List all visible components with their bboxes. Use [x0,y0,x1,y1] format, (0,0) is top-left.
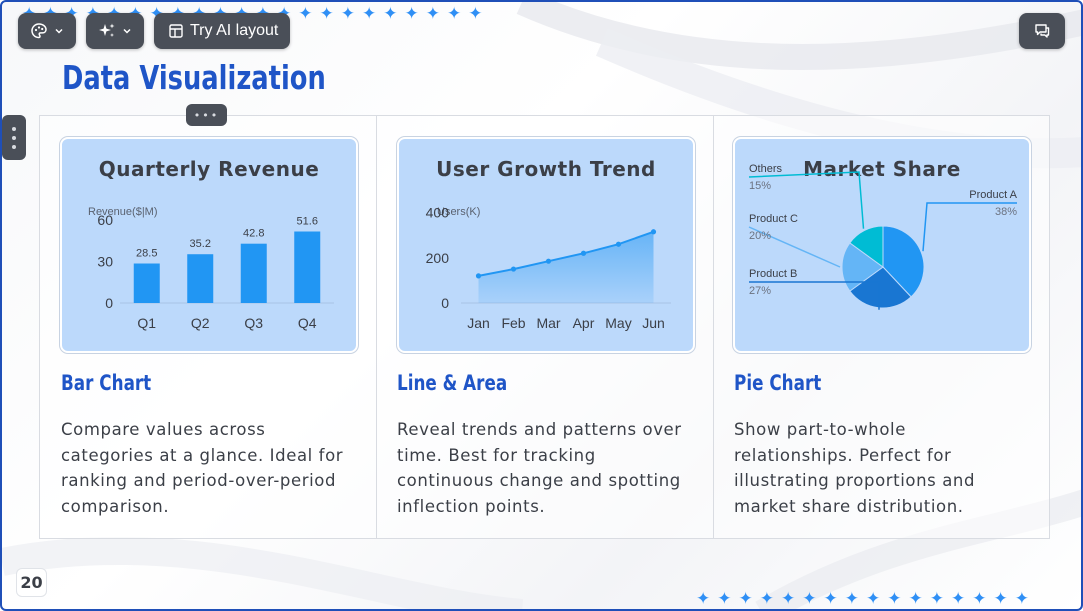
chart-title: Quarterly Revenue [98,157,320,181]
y-tick-label: 30 [97,253,113,269]
x-tick-label: Jun [642,315,665,331]
x-tick-label: Q1 [137,315,156,331]
slice-percent: 27% [749,285,771,297]
bar [294,231,321,303]
column-heading[interactable]: Bar Chart [61,371,152,395]
y-axis-label: Users(K) [437,206,480,218]
y-tick-label: 200 [426,250,450,266]
slice-label: Others [749,163,783,175]
bar-chart: Revenue($|M) 0 30 60 28.5 Q1 35.2 Q2 42.8 Q3 51.6 Q… [88,206,334,331]
page-number: 20 [16,568,47,597]
chevron-down-icon [55,28,63,34]
data-point [545,258,552,264]
y-axis-label: Revenue($|M) [88,206,158,218]
data-point [475,273,482,279]
leader-line [922,202,1017,252]
pie-slice [841,242,884,292]
chevron-down-icon [123,28,131,34]
data-point [510,266,517,272]
x-tick-label: Mar [536,315,560,331]
data-label: 28.5 [136,248,157,260]
column-divider [713,116,714,538]
area-chart: Users(K) 0 200 400 Jan Feb Mar Apr May Jun [426,205,671,331]
slice-label: Product A [969,189,1017,201]
column-divider [376,116,377,538]
data-label: 51.6 [297,215,318,227]
ai-layout-label: Try AI layout [190,22,279,39]
column-description[interactable]: Show part-to-whole relationships. Perfec… [734,420,976,516]
layout-icon [169,24,183,38]
grid-move-handle[interactable]: ••• [186,104,227,126]
slice-percent: 38% [995,206,1017,218]
series-line [478,230,654,277]
chart-title: Market Share [803,157,961,181]
slice-percent: 15% [749,180,771,192]
y-tick-label: 0 [105,295,113,311]
y-tick-label: 60 [97,212,113,228]
magic-button[interactable] [86,13,144,49]
column-heading[interactable]: Pie Chart [734,371,822,395]
editor-toolbar: Try AI layout [18,13,291,49]
area-chart-card[interactable]: User Growth Trend Users(K) 0 200 400 Jan Feb M… [397,137,695,353]
bar [187,254,214,303]
x-tick-label: Apr [573,315,595,331]
palette-icon [31,23,47,39]
slide-title[interactable]: Data Visualization [62,58,326,97]
chat-icon [1035,24,1050,38]
x-tick-label: Q3 [244,315,263,331]
data-label: 42.8 [243,228,264,240]
data-point [580,250,587,256]
pie-chart-card[interactable]: Market Share Product A 38% Product B 27% Pro… [733,137,1031,353]
bar [133,263,160,303]
column-heading[interactable]: Line & Area [397,371,508,395]
column-description[interactable]: Compare values across categories at a gl… [61,420,344,516]
chart-title: User Growth Trend [436,157,656,181]
x-tick-label: Q4 [298,315,317,331]
comments-button[interactable] [1019,13,1065,49]
pie-chart: Product A 38% Product B 27% Product C 20% Othe… [748,163,1018,310]
x-tick-label: Q2 [191,315,210,331]
x-tick-label: Jan [467,315,490,331]
area-fill [478,231,654,303]
slide-drag-handle[interactable] [2,115,26,160]
x-tick-label: May [605,315,631,331]
leader-line [749,281,880,310]
data-label: 35.2 [190,238,211,250]
pie-slice [882,225,925,298]
theme-button[interactable] [18,13,76,49]
pie-slice [849,225,884,268]
slice-label: Product C [749,213,798,225]
column-description[interactable]: Reveal trends and patterns over time. Be… [397,420,682,516]
y-tick-label: 0 [441,295,449,311]
decorative-stars-bottom: ✦ ✦ ✦ ✦ ✦ ✦ ✦ ✦ ✦ ✦ ✦ ✦ ✦ ✦ ✦ ✦ [696,589,1029,609]
data-point [615,241,622,247]
leader-line [748,226,841,268]
slice-label: Product B [749,268,797,280]
ai-layout-button[interactable]: Try AI layout [154,13,291,49]
content-grid: Quarterly Revenue Revenue($|M) 0 30 60 28.5 Q… [39,115,1050,539]
leader-line [748,171,865,229]
slice-percent: 20% [749,230,771,242]
data-point [650,229,657,235]
y-tick-label: 400 [426,205,450,221]
sparkle-icon [99,23,115,37]
bar [240,243,267,303]
bar-chart-card[interactable]: Quarterly Revenue Revenue($|M) 0 30 60 28.5 Q… [60,137,358,353]
x-tick-label: Feb [501,315,525,331]
